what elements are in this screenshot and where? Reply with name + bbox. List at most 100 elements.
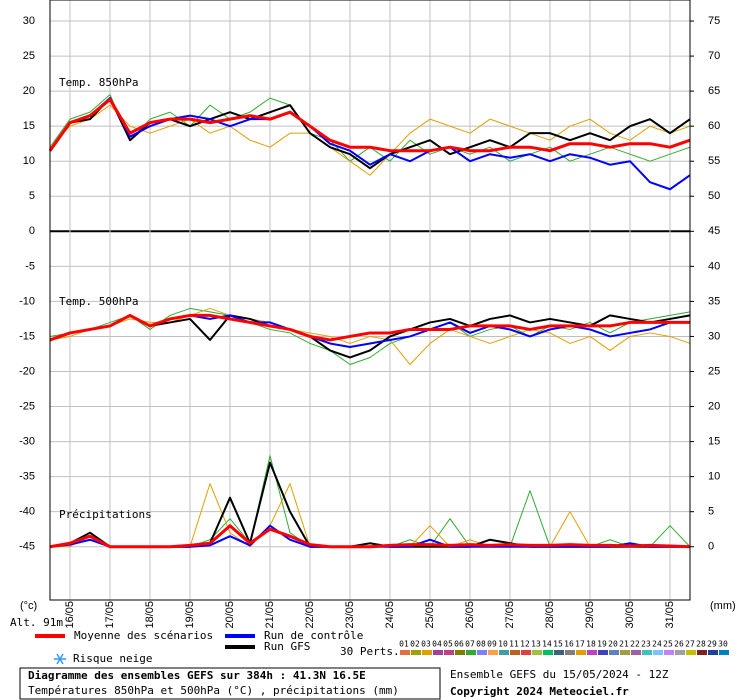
perturbation-swatch [433, 650, 443, 655]
perturbation-number: 16 [564, 640, 574, 649]
legend-label: Moyenne des scénarios [74, 629, 213, 642]
plot-frame [49, 0, 691, 601]
y2-tick-label: 15 [708, 435, 720, 447]
y2-tick-label: 60 [708, 120, 720, 132]
perturbation-number: 05 [443, 640, 453, 649]
perturbation-number: 09 [487, 640, 497, 649]
perturbation-number: 17 [575, 640, 585, 649]
perturbation-number: 02 [410, 640, 420, 649]
x-tick-label: 17/05 [104, 601, 116, 629]
perturbation-number: 01 [399, 640, 409, 649]
y2-tick-label: 20 [708, 400, 720, 412]
perturbation-number: 04 [432, 640, 442, 649]
x-tick-label: 23/05 [344, 601, 356, 629]
perturbation-number: 13 [531, 640, 541, 649]
perturbation-swatch [411, 650, 421, 655]
perturbation-number: 21 [619, 640, 629, 649]
y2-tick-label: 35 [708, 295, 720, 307]
perturbation-number: 23 [641, 640, 651, 649]
perturbation-number: 19 [597, 640, 607, 649]
t500-line [49, 313, 690, 342]
perturbation-swatch [455, 650, 465, 655]
t850-line [49, 97, 691, 191]
legend-label: Run de contrôle [264, 629, 363, 642]
perturbation-swatch [543, 650, 553, 655]
perturbation-swatch [510, 650, 520, 655]
y2-tick-label: 70 [708, 50, 720, 62]
y-tick-label: -25 [19, 400, 35, 412]
y-tick-label: -45 [19, 541, 35, 553]
perturbation-swatch [565, 650, 575, 655]
perturbation-swatch [422, 650, 432, 655]
x-tick-label: 27/05 [504, 601, 516, 629]
perturbation-swatch [642, 650, 652, 655]
perturbation-swatch [400, 650, 410, 655]
snow-label: Risque neige [73, 652, 152, 665]
panel-label: Précipitations [59, 508, 152, 521]
perturbation-number: 24 [652, 640, 662, 649]
y2-tick-label: 5 [708, 506, 714, 518]
y2-tick-label: 45 [708, 225, 720, 237]
perturbation-number: 27 [685, 640, 695, 649]
perturbation-number: 15 [553, 640, 563, 649]
perturbations-label: 30 Perts. [340, 645, 400, 658]
t850-line [48, 98, 691, 153]
panel-label: Temp. 850hPa [59, 76, 138, 89]
legend-label: Run GFS [264, 640, 310, 653]
y-tick-label: -5 [25, 260, 35, 272]
perturbation-number: 29 [707, 640, 717, 649]
perturbation-swatch [653, 650, 663, 655]
x-tick-label: 25/05 [424, 601, 436, 629]
perturbation-swatch [444, 650, 454, 655]
perturbation-swatch [598, 650, 608, 655]
x-tick-label: 18/05 [144, 601, 156, 629]
y-tick-label: -15 [19, 330, 35, 342]
x-tick-label: 29/05 [584, 601, 596, 629]
y2-tick-label: 10 [708, 471, 720, 483]
y-tick-label: 10 [23, 155, 35, 167]
y-tick-label: 25 [23, 50, 35, 62]
perturbation-number: 30 [718, 640, 728, 649]
perturbation-number: 18 [586, 640, 596, 649]
perturbation-swatch [686, 650, 696, 655]
y2-tick-label: 0 [708, 541, 714, 553]
perturbation-number: 10 [498, 640, 508, 649]
perturbation-number: 11 [509, 640, 519, 649]
y-tick-label: -20 [19, 365, 35, 377]
y2-tick-label: 65 [708, 85, 720, 97]
snowflake [54, 653, 66, 665]
x-tick-label: 19/05 [184, 601, 196, 629]
perturbation-swatch [620, 650, 630, 655]
y-tick-label: 15 [23, 120, 35, 132]
y2-tick-label: 50 [708, 190, 720, 202]
plot-area [48, 0, 691, 600]
perturbation-number: 07 [465, 640, 475, 649]
perturbation-number: 03 [421, 640, 431, 649]
perturbation-number: 12 [520, 640, 530, 649]
perturbation-swatch [708, 650, 718, 655]
y-tick-label: 20 [23, 85, 35, 97]
panel-label: Temp. 500hPa [59, 295, 138, 308]
x-tick-label: 24/05 [384, 601, 396, 629]
y2-tick-label: 75 [708, 15, 720, 27]
x-tick-label: 20/05 [224, 601, 236, 629]
perturbation-swatch [576, 650, 586, 655]
perturbation-swatch [521, 650, 531, 655]
perturbation-number: 28 [696, 640, 706, 649]
y-tick-label: 0 [29, 225, 35, 237]
perturbation-swatch [719, 650, 729, 655]
perturbation-swatch [631, 650, 641, 655]
y-tick-label: -35 [19, 471, 35, 483]
perturbation-swatch [664, 650, 674, 655]
x-tick-label: 31/05 [664, 601, 676, 629]
x-tick-label: 30/05 [624, 601, 636, 629]
perturbation-swatch [697, 650, 707, 655]
perturbation-swatch [532, 650, 542, 655]
y2-unit: (mm) [710, 600, 736, 612]
perturbation-number: 25 [663, 640, 673, 649]
perturbation-number: 22 [630, 640, 640, 649]
x-tick-label: 16/05 [64, 601, 76, 629]
footer-title: Diagramme des ensembles GEFS sur 384h : … [28, 669, 366, 682]
perturbation-number: 08 [476, 640, 486, 649]
